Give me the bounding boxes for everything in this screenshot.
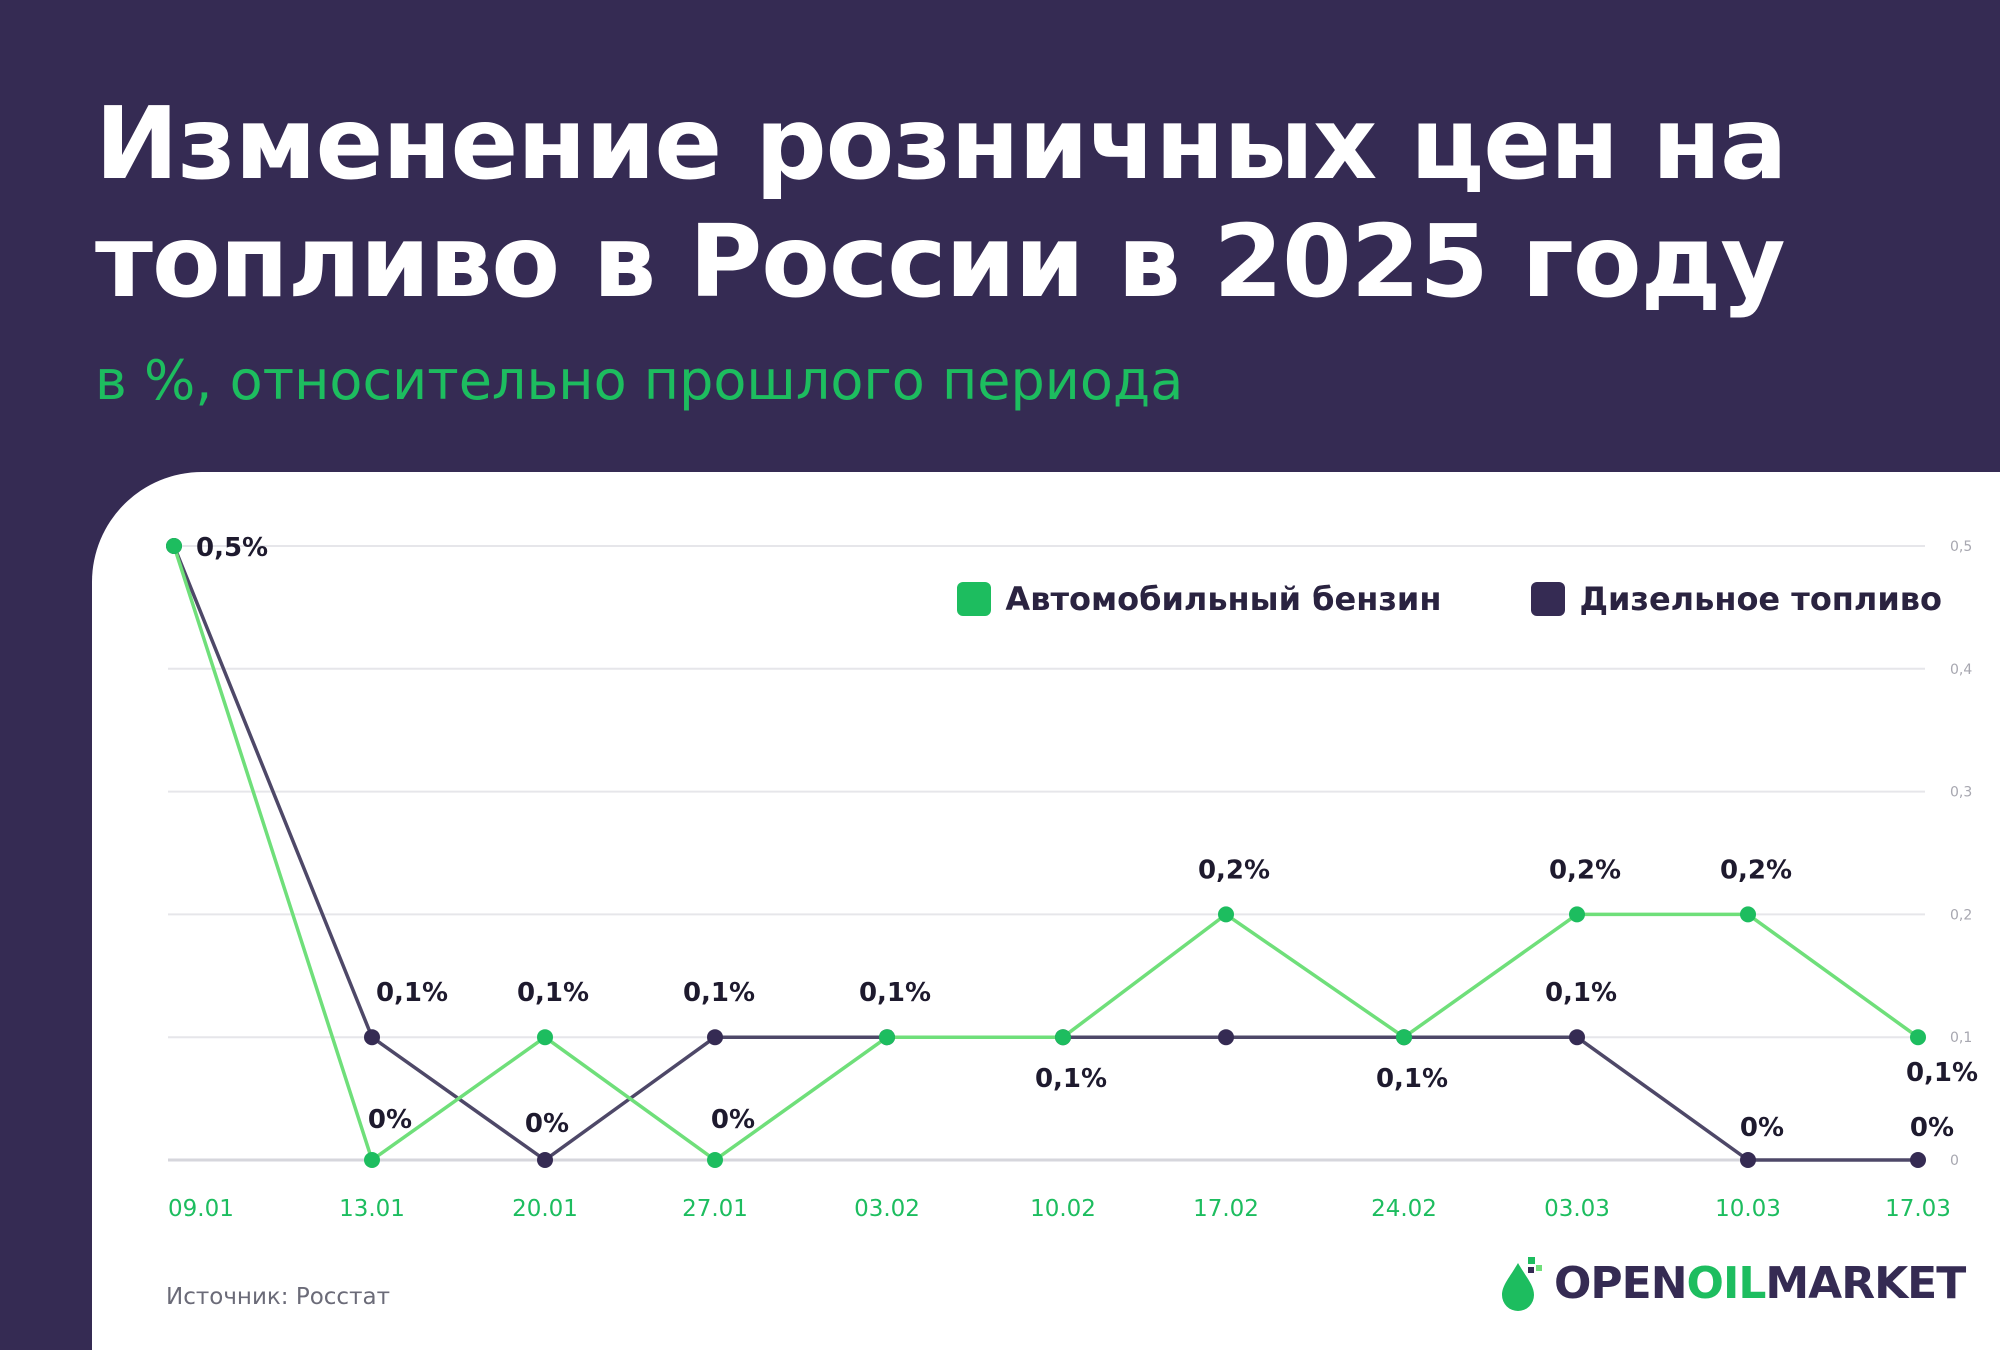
legend-swatch-gasoline: [957, 582, 992, 616]
data-label-gasoline: 0,2%: [1720, 855, 1792, 885]
x-tick-label: 24.02: [1371, 1196, 1437, 1222]
logo-text-oil: OIL: [1686, 1257, 1767, 1309]
x-tick-label: 03.02: [854, 1196, 920, 1222]
title-line-1: Изменение розничных цен на: [95, 85, 1788, 202]
data-point-diesel: [1218, 1029, 1234, 1046]
oil-drop-icon: [1502, 1257, 1542, 1311]
x-tick-label: 13.01: [339, 1196, 405, 1222]
y-tick-label: 0: [1950, 1153, 1959, 1169]
data-label-diesel: 0,1%: [376, 978, 448, 1008]
data-label-gasoline: 0,2%: [1549, 855, 1621, 885]
x-tick-label: 27.01: [682, 1196, 748, 1222]
y-tick-label: 0,3: [1950, 785, 1972, 801]
legend-label-gasoline: Автомобильный бензин: [1005, 580, 1442, 618]
legend-item-gasoline[interactable]: Автомобильный бензин: [957, 580, 1441, 618]
logo-text-open: OPEN: [1554, 1257, 1688, 1309]
logo-text-market: MARKET: [1765, 1257, 1966, 1309]
data-label-diesel: 0,1%: [683, 978, 755, 1008]
x-tick-label: 09.01: [168, 1196, 234, 1222]
data-point-diesel: [364, 1029, 380, 1046]
data-label-diesel: 0%: [525, 1109, 569, 1139]
x-tick-label: 17.02: [1193, 1196, 1259, 1222]
data-point-gasoline: [1396, 1029, 1412, 1046]
legend-swatch-diesel: [1531, 582, 1566, 616]
page-subtitle: в %, относительно прошлого периода: [95, 349, 1184, 412]
data-point-gasoline: [1218, 906, 1234, 923]
data-point-gasoline: [1055, 1029, 1071, 1046]
x-tick-label: 10.03: [1715, 1196, 1781, 1222]
title-line-2: топливо в России в 2025 году: [95, 203, 1786, 320]
brand-logo[interactable]: OPENOILMARKET: [1498, 1255, 1966, 1311]
x-tick-label: 10.02: [1030, 1196, 1096, 1222]
data-point-diesel: [707, 1029, 723, 1046]
x-tick-label: 20.01: [512, 1196, 578, 1222]
data-point-gasoline: [707, 1152, 723, 1168]
source-note: Источник: Росстат: [166, 1284, 390, 1310]
data-label-gasoline: 0,5%: [196, 533, 268, 563]
data-point-gasoline: [879, 1029, 895, 1046]
data-label-gasoline: 0%: [368, 1105, 412, 1135]
data-label-gasoline: 0,1%: [1376, 1064, 1448, 1094]
data-point-diesel: [1740, 1152, 1756, 1168]
y-tick-label: 0,2: [1950, 907, 1972, 923]
data-label-gasoline: 0,2%: [1198, 855, 1270, 885]
data-point-gasoline: [166, 538, 182, 554]
data-label-gasoline: 0,1%: [859, 978, 931, 1008]
data-point-diesel: [1910, 1152, 1926, 1168]
chart-legend: Автомобильный бензин Дизельное топливо: [957, 580, 1942, 618]
y-tick-label: 0,4: [1950, 662, 1972, 678]
data-point-gasoline: [364, 1152, 380, 1168]
data-label-gasoline: 0,1%: [517, 978, 589, 1008]
legend-label-diesel: Дизельное топливо: [1579, 580, 1942, 618]
x-tick-label: 17.03: [1885, 1196, 1951, 1222]
data-point-gasoline: [1569, 906, 1585, 923]
data-point-gasoline: [1910, 1029, 1926, 1046]
chart-card: [92, 472, 2000, 1350]
y-tick-label: 0,5: [1950, 539, 1972, 555]
y-tick-label: 0,1: [1950, 1030, 1972, 1046]
page-title: Изменение розничных цен на топливо в Рос…: [95, 85, 1945, 321]
data-label-diesel: 0,1%: [1545, 978, 1617, 1008]
legend-item-diesel[interactable]: Дизельное топливо: [1531, 580, 1942, 618]
x-tick-label: 03.03: [1544, 1196, 1610, 1222]
data-label-gasoline: 0,1%: [1906, 1058, 1978, 1088]
data-point-diesel: [1569, 1029, 1585, 1046]
data-point-gasoline: [537, 1029, 553, 1046]
header: Изменение розничных цен на топливо в Рос…: [95, 85, 1945, 413]
data-label-diesel: 0%: [1910, 1113, 1954, 1143]
data-label-gasoline: 0%: [711, 1105, 755, 1135]
data-label-diesel: 0%: [1740, 1113, 1784, 1143]
data-point-diesel: [537, 1152, 553, 1168]
data-point-gasoline: [1740, 906, 1756, 923]
data-label-gasoline: 0,1%: [1035, 1064, 1107, 1094]
